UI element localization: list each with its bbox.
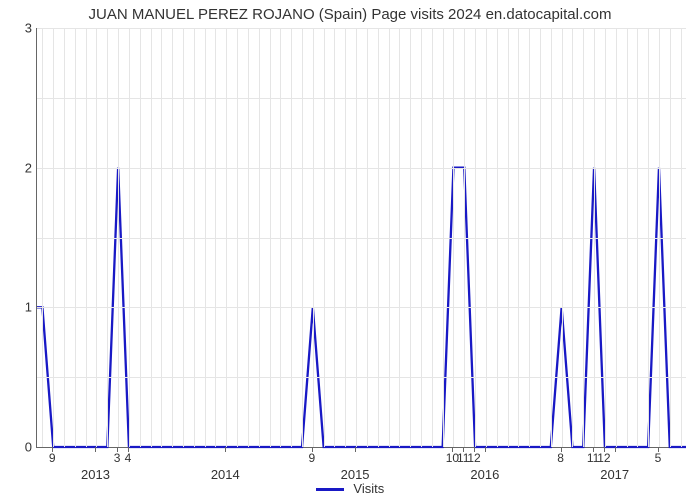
x-tick-mark xyxy=(463,447,464,452)
x-tick-mark xyxy=(312,447,313,452)
x-tick-major: 2014 xyxy=(211,467,240,482)
y-tick-label: 2 xyxy=(14,160,32,175)
x-tick-minor: 12 xyxy=(467,451,480,465)
x-tick-mark xyxy=(658,447,659,452)
x-tick-minor: 9 xyxy=(308,451,315,465)
x-tick-mark xyxy=(474,447,475,452)
x-tick-mark xyxy=(355,447,356,452)
x-tick-mark xyxy=(117,447,118,452)
x-tick-mark xyxy=(52,447,53,452)
x-tick-mark xyxy=(561,447,562,452)
x-tick-minor: 12 xyxy=(597,451,610,465)
x-tick-minor: 3 xyxy=(114,451,121,465)
x-tick-mark xyxy=(128,447,129,452)
x-tick-minor: 5 xyxy=(655,451,662,465)
x-tick-mark xyxy=(452,447,453,452)
plot-area xyxy=(36,28,686,448)
x-tick-major: 2015 xyxy=(341,467,370,482)
x-tick-mark xyxy=(604,447,605,452)
x-tick-mark xyxy=(485,447,486,452)
legend-swatch xyxy=(316,488,344,491)
x-tick-major: 2013 xyxy=(81,467,110,482)
x-tick-major: 2016 xyxy=(470,467,499,482)
legend: Visits xyxy=(0,481,700,496)
legend-label: Visits xyxy=(353,481,384,496)
y-tick-label: 0 xyxy=(14,440,32,455)
chart-container: JUAN MANUEL PEREZ ROJANO (Spain) Page vi… xyxy=(0,0,700,500)
x-tick-mark xyxy=(593,447,594,452)
x-tick-mark xyxy=(225,447,226,452)
y-tick-label: 3 xyxy=(14,21,32,36)
x-tick-major: 2017 xyxy=(600,467,629,482)
x-tick-mark xyxy=(95,447,96,452)
x-tick-minor: 4 xyxy=(125,451,132,465)
x-tick-minor: 8 xyxy=(557,451,564,465)
y-tick-label: 1 xyxy=(14,300,32,315)
chart-title: JUAN MANUEL PEREZ ROJANO (Spain) Page vi… xyxy=(0,6,700,23)
x-tick-mark xyxy=(615,447,616,452)
x-tick-minor: 9 xyxy=(49,451,56,465)
